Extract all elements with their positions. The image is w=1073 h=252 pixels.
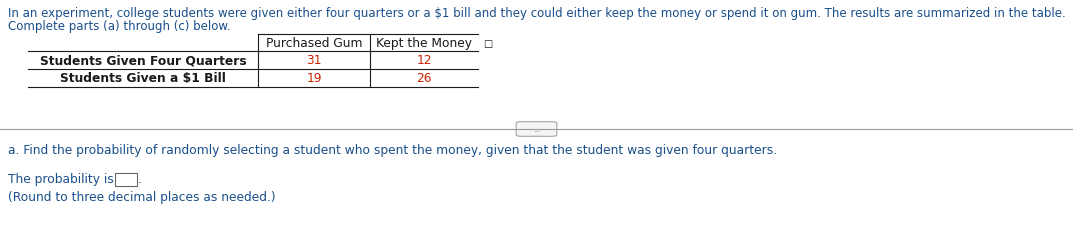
- Text: In an experiment, college students were given either four quarters or a $1 bill : In an experiment, college students were …: [8, 7, 1065, 20]
- Text: 26: 26: [416, 72, 431, 85]
- Text: .: .: [138, 172, 142, 185]
- Text: 12: 12: [416, 54, 431, 67]
- Text: Kept the Money: Kept the Money: [376, 37, 472, 50]
- Text: ...: ...: [533, 125, 540, 134]
- Bar: [115, 173, 137, 186]
- Text: 19: 19: [306, 72, 322, 85]
- Text: Students Given a $1 Bill: Students Given a $1 Bill: [60, 72, 226, 85]
- Text: a. Find the probability of randomly selecting a student who spent the money, giv: a. Find the probability of randomly sele…: [8, 143, 777, 156]
- Text: □: □: [483, 38, 493, 48]
- FancyBboxPatch shape: [516, 122, 557, 137]
- Text: 31: 31: [306, 54, 322, 67]
- Text: (Round to three decimal places as needed.): (Round to three decimal places as needed…: [8, 190, 276, 203]
- Text: Purchased Gum: Purchased Gum: [266, 37, 363, 50]
- Text: Students Given Four Quarters: Students Given Four Quarters: [40, 54, 247, 67]
- Text: The probability is: The probability is: [8, 172, 118, 185]
- Text: Complete parts (a) through (c) below.: Complete parts (a) through (c) below.: [8, 20, 231, 33]
